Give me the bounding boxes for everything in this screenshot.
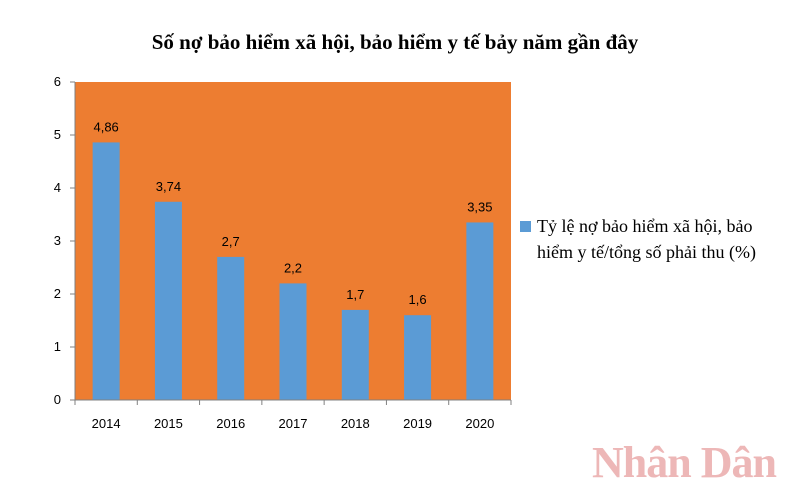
y-tick-label-3: 3 [54,233,61,248]
y-tick-label-5: 5 [54,127,61,142]
data-label-2016: 2,7 [222,234,240,249]
bar-2016 [217,256,245,400]
data-label-2019: 1,6 [409,292,427,307]
data-label-2018: 1,7 [346,287,364,302]
chart-title: Số nợ bảo hiểm xã hội, bảo hiểm y tế bảy… [151,30,639,54]
data-label-2017: 2,2 [284,260,302,275]
bar-2020 [466,222,494,400]
bar-2015 [154,201,182,400]
x-tick-label-2018: 2018 [341,416,370,431]
y-tick-label-2: 2 [54,286,61,301]
bar-2018 [341,309,369,400]
data-label-2020: 3,35 [467,199,492,214]
x-tick-label-2019: 2019 [403,416,432,431]
legend-swatch [520,221,531,232]
y-tick-label-0: 0 [54,392,61,407]
data-label-2015: 3,74 [156,179,181,194]
x-tick-label-2016: 2016 [216,416,245,431]
x-tick-label-2017: 2017 [279,416,308,431]
y-tick-label-4: 4 [54,180,61,195]
watermark-logo: Nhân Dân [592,438,777,487]
data-label-2014: 4,86 [93,119,118,134]
x-tick-label-2015: 2015 [154,416,183,431]
x-tick-label-2020: 2020 [465,416,494,431]
bar-2017 [279,283,307,400]
legend-label: Tỷ lệ nợ bảo hiểm xã hội, bảo hiểm y tế/… [537,216,756,262]
y-tick-label-1: 1 [54,339,61,354]
bar-2019 [404,315,432,400]
bar-2014 [92,142,120,401]
legend: Tỷ lệ nợ bảo hiểm xã hội, bảo hiểm y tế/… [520,213,770,265]
x-tick-label-2014: 2014 [92,416,121,431]
y-tick-label-6: 6 [54,74,61,89]
